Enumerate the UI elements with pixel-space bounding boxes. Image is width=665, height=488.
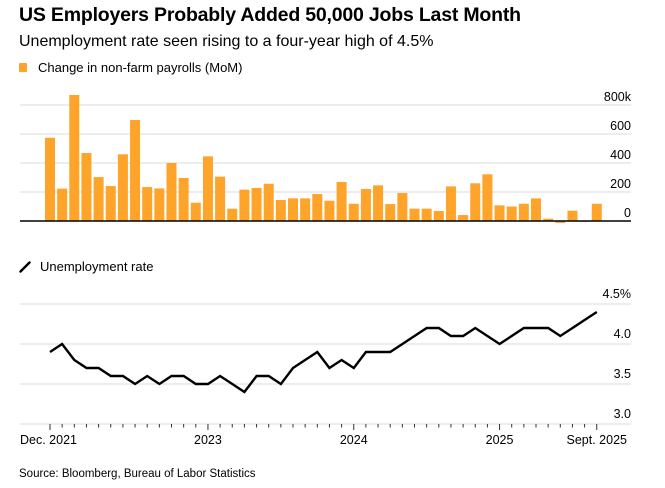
bar-jun-2022 [117, 154, 128, 221]
x-tick-label: 2024 [340, 433, 368, 447]
bar-jun-2024 [409, 208, 420, 221]
bar-aug-2022 [142, 187, 153, 221]
legend-payrolls: Change in non-farm payrolls (MoM) [19, 60, 242, 75]
bar-may-2022 [105, 186, 116, 221]
bar-jan-2023 [202, 156, 213, 221]
unemployment-line [49, 310, 598, 394]
line-ytick-label: 3.5 [614, 367, 631, 381]
bar-jan-2022 [57, 188, 68, 221]
bar-nov-2022 [178, 177, 189, 221]
bar-nov-2023 [324, 200, 335, 221]
orange-square-icon [19, 63, 27, 72]
line-ytick-label: 3.0 [614, 407, 631, 421]
bar-jun-2023 [263, 183, 274, 221]
bar-may-2023 [251, 187, 262, 221]
bar-sep-2025 [591, 203, 602, 221]
bar-aug-2024 [433, 210, 444, 221]
bar-aug-2023 [288, 198, 298, 221]
bar-jan-2025 [494, 205, 505, 221]
bar-mar-2025 [518, 203, 529, 221]
x-tick-label: Dec. 2021 [20, 433, 77, 447]
bar-jul-2025 [567, 210, 578, 221]
bar-jul-2023 [275, 199, 286, 221]
line-ytick-label: 4.0 [614, 327, 631, 341]
bar-nov-2024 [470, 183, 481, 221]
bar-oct-2022 [166, 163, 177, 221]
bar-mar-2024 [373, 185, 384, 221]
bar-may-2024 [397, 193, 408, 221]
bar-feb-2023 [215, 176, 226, 221]
bar-jun-2025 [555, 221, 566, 223]
bar-mar-2023 [227, 208, 238, 221]
bar-feb-2025 [506, 206, 517, 221]
bar-ytick-label: 400 [610, 148, 631, 162]
bar-apr-2022 [93, 177, 104, 221]
source-note: Source: Bloomberg, Bureau of Labor Stati… [19, 468, 256, 480]
bar-ytick-label: 600 [610, 119, 631, 133]
bar-dec-2024 [482, 174, 493, 221]
bar-sep-2022 [154, 188, 165, 221]
bar-oct-2023 [312, 194, 323, 221]
legend-payrolls-label: Change in non-farm payrolls (MoM) [38, 60, 243, 75]
bar-sep-2023 [300, 198, 311, 221]
bar-ytick-label: 200 [610, 177, 631, 191]
x-tick-label: Sept. 2025 [567, 433, 628, 447]
line-icon [19, 260, 31, 273]
line-ytick-label: 4.5% [603, 287, 632, 301]
bar-ytick-label: 800k [604, 90, 632, 104]
bar-may-2025 [543, 218, 554, 221]
bar-jul-2022 [130, 119, 141, 221]
chart-subtitle: Unemployment rate seen rising to a four-… [19, 33, 434, 50]
bar-sep-2024 [445, 186, 456, 221]
bar-oct-2024 [458, 215, 469, 221]
bar-feb-2024 [360, 188, 371, 221]
bar-jul-2024 [421, 208, 432, 221]
bar-ytick-label: 0 [624, 206, 631, 220]
bar-mar-2022 [81, 152, 92, 221]
legend-unemployment-label: Unemployment rate [40, 259, 154, 274]
bar-apr-2024 [385, 204, 396, 221]
bar-apr-2025 [531, 198, 541, 221]
bar-dec-2021 [45, 137, 55, 221]
bar-dec-2022 [190, 202, 201, 221]
legend-unemployment: Unemployment rate [19, 259, 153, 274]
chart-title: US Employers Probably Added 50,000 Jobs … [19, 4, 521, 26]
x-tick-label: 2023 [194, 433, 222, 447]
bar-jan-2024 [348, 203, 359, 221]
bar-feb-2022 [69, 94, 80, 221]
x-tick-label: 2025 [486, 433, 514, 447]
bar-apr-2023 [239, 189, 250, 221]
bar-dec-2023 [336, 181, 347, 221]
